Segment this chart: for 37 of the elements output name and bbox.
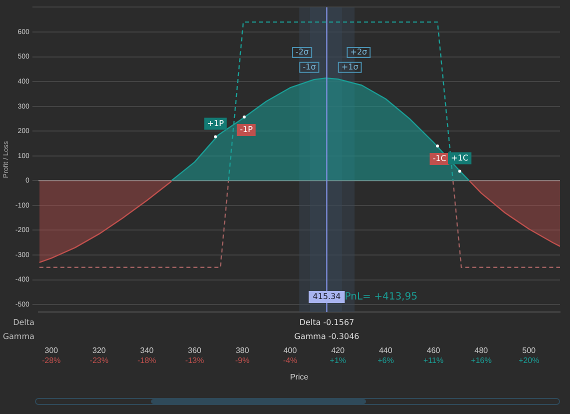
annotation: PnL= +413,95 [344, 292, 418, 303]
x-tick-label: 460 [426, 346, 441, 356]
ref-line-label: 415.34 [312, 292, 341, 302]
annotation: -1P [240, 125, 253, 134]
text: Gamma -0.3046 [294, 332, 360, 342]
x2-tick-label: -23% [90, 356, 108, 366]
annotation: -2σ [296, 48, 309, 57]
x2-tick-label: -28% [42, 356, 61, 366]
x-tick-label: 360 [188, 346, 202, 356]
text: Gamma [2, 332, 35, 342]
x-tick-label: 300 [44, 346, 59, 356]
annotation: +1C [451, 153, 469, 162]
text: Delta -0.1567 [299, 318, 354, 328]
x2-tick-label: -9% [235, 356, 250, 366]
text: Delta [13, 318, 35, 328]
x-tick-label: 400 [283, 346, 298, 356]
x-tick-label: 340 [140, 346, 154, 356]
x2-tick-label: +6% [378, 356, 394, 366]
x2-tick-label: +1% [330, 356, 346, 366]
x2-tick-label: +16% [470, 356, 492, 366]
x-tick-label: 380 [236, 346, 250, 356]
x-tick-label: 420 [331, 346, 346, 356]
x-tick-label: 320 [92, 346, 106, 356]
x-tick-label: 500 [522, 346, 536, 356]
annotation: +1P [207, 118, 224, 128]
x2-tick-label: +20% [518, 356, 540, 366]
x-tick-label: 480 [474, 346, 488, 356]
x2-tick-label: -18% [137, 356, 156, 366]
annotation: -1σ [302, 62, 316, 72]
x2-tick-label: -13% [185, 356, 204, 366]
x2-tick-label: +11% [423, 356, 444, 366]
annotation: +1σ [341, 62, 358, 72]
annotation: +2σ [350, 48, 368, 57]
x-axis-title: Price [290, 372, 309, 382]
annotation: -1C [432, 154, 447, 164]
x2-tick-label: -4% [283, 356, 298, 366]
x-tick-label: 440 [378, 346, 393, 356]
